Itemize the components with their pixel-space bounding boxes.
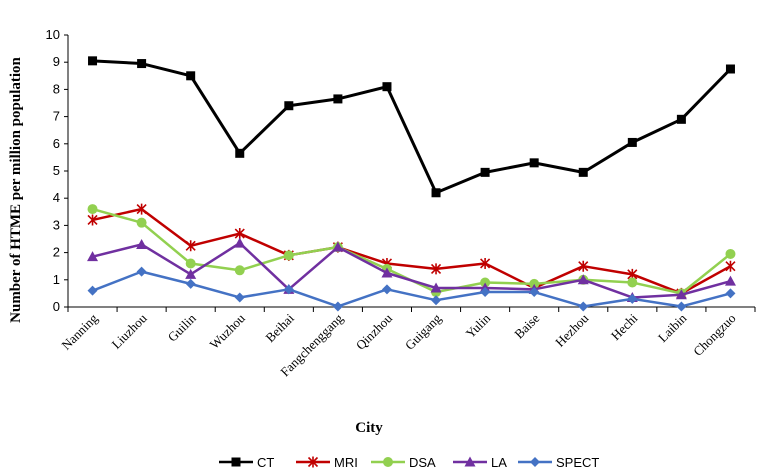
spect-point <box>381 284 392 295</box>
legend-label-dsa: DSA <box>409 455 436 470</box>
ct-point <box>186 71 196 81</box>
dsa-point <box>136 217 147 228</box>
x-tick-label-nanning: Nanning <box>58 310 101 353</box>
x-tick-label-chongzuo: Chongzuo <box>690 311 738 359</box>
spect-point <box>529 287 540 298</box>
la-point <box>136 238 148 249</box>
ct-point <box>578 167 588 177</box>
y-tick-label: 7 <box>53 109 60 124</box>
series-line-mri <box>92 207 732 295</box>
spect-point <box>480 287 491 298</box>
legend-marker-ct <box>231 457 241 467</box>
la-point <box>332 241 344 252</box>
legend: CT MRI DSA LA SPECT <box>219 455 599 470</box>
la-point <box>577 274 589 285</box>
x-tick-label-qinzhou: Qinzhou <box>353 310 396 353</box>
y-tick-label: 4 <box>53 190 60 205</box>
ct-point <box>431 188 441 198</box>
ct-point <box>480 167 490 177</box>
y-tick-label: 6 <box>53 136 60 151</box>
series-line-ct <box>92 59 732 195</box>
mri-point <box>480 257 491 269</box>
dsa-point <box>627 277 638 288</box>
spect-point <box>627 293 638 304</box>
mri-point <box>136 203 147 215</box>
y-tick-label: 10 <box>46 27 60 42</box>
spect-point <box>87 285 98 296</box>
mri-point <box>578 260 589 272</box>
spect-point <box>676 301 687 312</box>
legend-label-ct: CT <box>257 455 274 470</box>
y-tick-label: 3 <box>53 217 60 232</box>
mri-point <box>185 240 196 252</box>
dsa-point <box>185 258 196 269</box>
la-point <box>430 282 442 293</box>
x-tick-label-baise: Baise <box>511 310 542 341</box>
x-tick-label-guigang: Guigang <box>402 310 445 353</box>
ct-point <box>88 56 98 66</box>
y-axis-title: Number of HTME per million population <box>8 56 24 322</box>
spect-point <box>185 278 196 289</box>
plot-area: 0 1 2 3 4 5 6 7 8 9 10 Nanning Liuzhou Guilin Wuzhou Be… <box>46 27 756 379</box>
x-tick-label-hezhou: Hezhou <box>552 310 592 350</box>
spect-point <box>725 288 736 299</box>
mri-point <box>430 263 442 275</box>
y-tick-label: 1 <box>53 272 60 287</box>
series-line-la <box>92 241 731 299</box>
spect-point <box>578 301 589 312</box>
series-line-spect <box>92 270 731 308</box>
dsa-point <box>283 250 294 261</box>
ct-point <box>725 64 735 74</box>
la-point <box>185 268 197 279</box>
legend-label-mri: MRI <box>334 455 358 470</box>
legend-label-spect: SPECT <box>556 455 599 470</box>
y-tick-label: 8 <box>53 81 60 96</box>
spect-point <box>136 266 147 277</box>
dsa-point <box>725 248 736 259</box>
ct-point <box>676 114 686 124</box>
y-tick-label: 5 <box>53 163 60 178</box>
x-tick-label-beihai: Beihai <box>262 310 297 345</box>
x-tick-label-liuzhou: Liuzhou <box>108 310 150 352</box>
spect-point <box>283 284 294 295</box>
spect-point <box>332 301 343 312</box>
dsa-point <box>234 265 245 276</box>
x-tick-label-hechi: Hechi <box>608 310 641 343</box>
ct-point <box>382 82 392 92</box>
x-tick-label-laibin: Laibin <box>655 310 690 345</box>
dsa-point <box>87 204 98 215</box>
la-point <box>381 267 393 278</box>
legend-marker-spect <box>530 457 540 467</box>
la-point <box>234 237 246 248</box>
legend-label-la: LA <box>491 455 507 470</box>
x-tick-label-yulin: Yulin <box>463 310 494 341</box>
mri-point <box>87 214 98 226</box>
spect-point <box>431 295 442 306</box>
la-point <box>87 251 99 262</box>
ct-point <box>284 101 294 111</box>
ct-point <box>137 59 147 69</box>
spect-point <box>234 292 245 303</box>
la-point <box>675 289 687 300</box>
legend-marker-la <box>464 456 476 467</box>
legend-marker-dsa <box>383 457 393 467</box>
x-tick-label-guilin: Guilin <box>165 310 199 344</box>
ct-point <box>529 158 539 168</box>
y-tick-label: 0 <box>53 299 60 314</box>
y-tick-label: 9 <box>53 54 60 69</box>
x-axis-title: City <box>355 420 383 436</box>
mri-point <box>725 260 736 272</box>
y-tick-label: 2 <box>53 245 60 260</box>
ct-point <box>235 148 245 158</box>
mri-point <box>234 228 245 240</box>
la-point <box>724 275 736 286</box>
ct-point <box>333 94 343 104</box>
x-tick-label-wuzhou: Wuzhou <box>206 310 248 352</box>
legend-marker-mri <box>307 456 319 468</box>
ct-point <box>627 137 637 147</box>
